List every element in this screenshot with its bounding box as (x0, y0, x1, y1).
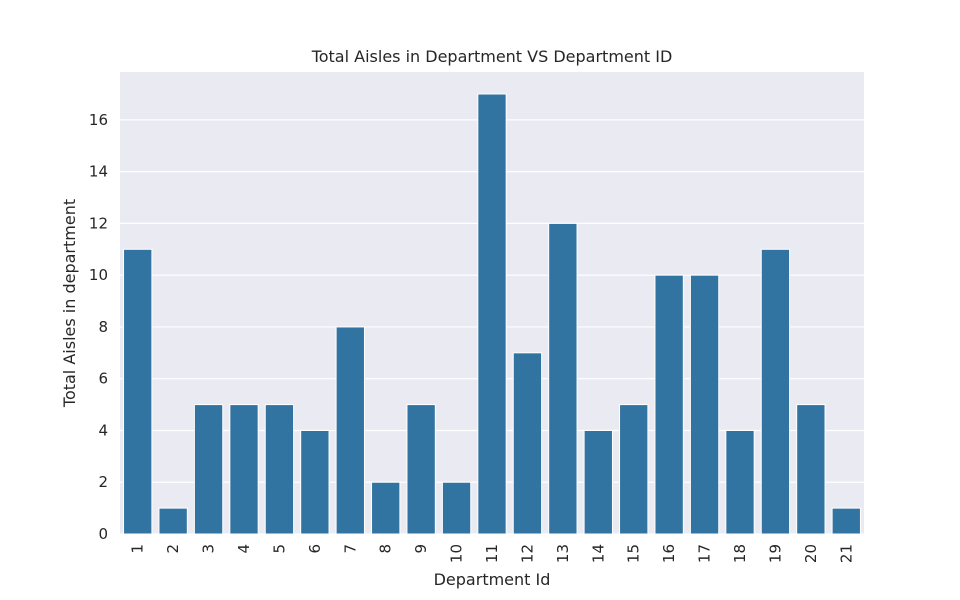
bar-8 (371, 481, 401, 535)
bar-17 (689, 274, 720, 535)
x-tick-label: 15 (625, 544, 643, 563)
bar-4 (229, 404, 259, 535)
chart-title: Total Aisles in Department VS Department… (311, 47, 673, 66)
x-tick-label: 18 (731, 544, 749, 563)
x-tick-label: 13 (554, 544, 572, 563)
bar-7 (335, 326, 365, 535)
bar-11 (477, 93, 507, 535)
x-tick-label: 12 (518, 544, 536, 563)
y-axis-label: Total Aisles in department (60, 199, 79, 408)
y-tick-label: 12 (89, 214, 108, 232)
y-tick-label: 8 (98, 318, 108, 336)
bar-13 (548, 222, 578, 535)
y-tick-label: 14 (89, 163, 108, 181)
bar-15 (619, 404, 649, 535)
bar-5 (264, 404, 295, 535)
x-tick-label: 8 (377, 544, 395, 554)
x-tick-label: 3 (200, 544, 218, 554)
y-tick-label: 4 (98, 421, 108, 439)
bar-2 (158, 507, 188, 535)
x-tick-label: 21 (837, 544, 855, 563)
bar-3 (193, 404, 224, 535)
bar-10 (441, 481, 472, 535)
x-tick-label: 7 (341, 544, 359, 554)
x-tick-label: 5 (270, 544, 288, 554)
bar-18 (725, 429, 755, 535)
x-tick-label: 16 (660, 544, 678, 563)
y-tick-label: 2 (98, 473, 108, 491)
bar-19 (760, 248, 791, 535)
x-tick-label: 17 (696, 544, 714, 563)
x-tick-label: 10 (448, 544, 466, 563)
bar-1 (123, 248, 153, 535)
y-tick-labels: 0 2 4 6 8 10 12 14 16 (89, 111, 108, 543)
x-tick-label: 4 (235, 544, 253, 554)
x-tick-label: 19 (766, 544, 784, 563)
bar-21 (831, 507, 861, 535)
y-tick-label: 6 (98, 370, 108, 388)
bar-6 (300, 429, 330, 535)
x-tick-label: 6 (306, 544, 324, 554)
x-tick-label: 1 (129, 544, 147, 554)
x-tick-labels: 1 2 3 4 5 6 7 8 9 10 11 12 13 14 15 16 17 18 19 20 21 (129, 544, 856, 563)
x-tick-label: 11 (483, 544, 501, 563)
y-tick-label: 16 (89, 111, 108, 129)
bars (123, 93, 861, 535)
x-tick-label: 14 (589, 544, 607, 563)
bar-16 (654, 274, 684, 535)
bar-20 (796, 404, 826, 535)
x-tick-label: 9 (412, 544, 430, 554)
bar-9 (406, 404, 436, 535)
x-tick-label: 2 (164, 544, 182, 554)
x-axis-label: Department Id (434, 570, 551, 589)
bar-12 (512, 352, 543, 535)
y-tick-label: 10 (89, 266, 108, 284)
y-tick-label: 0 (98, 525, 108, 543)
x-tick-label: 20 (802, 544, 820, 563)
bar-14 (583, 429, 613, 535)
